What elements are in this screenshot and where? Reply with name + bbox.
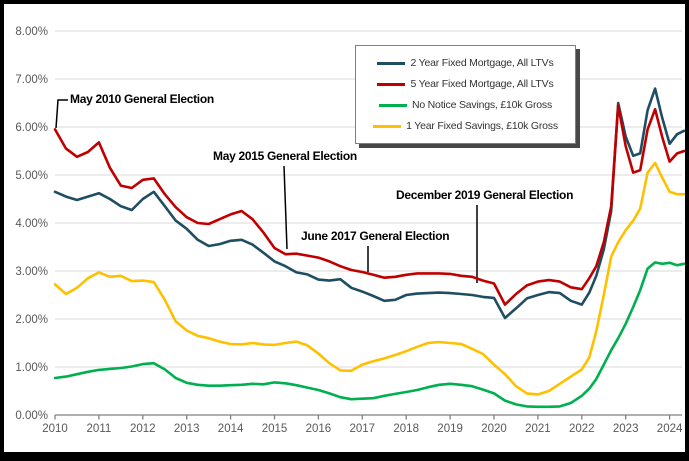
- x-axis-label: 2017: [350, 423, 376, 435]
- legend-label-1yr-savings: 1 Year Fixed Savings, £10k Gross: [406, 120, 558, 132]
- series-line-no-notice-savings: [53, 261, 685, 409]
- x-axis-label: 2012: [130, 423, 156, 435]
- x-axis-label: 2020: [481, 423, 507, 435]
- series-line-1yr-fixed-savings: [53, 161, 685, 396]
- x-axis-label: 2022: [569, 423, 595, 435]
- legend-item-1yr-fixed-savings: 1 Year Fixed Savings, £10k Gross: [364, 120, 567, 133]
- x-axis-label: 2024: [657, 423, 683, 435]
- series-line-5yr-fixed-mortgage: [53, 104, 685, 306]
- annotation-connector: [55, 99, 68, 129]
- legend-label-5yr: 5 Year Fixed Mortgage, All LTVs: [410, 78, 554, 90]
- x-axis-label: 2018: [393, 423, 419, 435]
- x-axis-label: 2014: [218, 423, 244, 435]
- y-axis-label: 4.00%: [15, 218, 48, 230]
- x-axis-label: 2021: [525, 423, 551, 435]
- annotation-label-december-2019-general-election: December 2019 General Election: [396, 188, 574, 202]
- legend-item-2yr-fixed-mortgage: 2 Year Fixed Mortgage, All LTVs: [364, 57, 567, 70]
- annotation-label-may-2015-general-election: May 2015 General Election: [213, 149, 357, 163]
- annotation-label-june-2017-general-election: June 2017 General Election: [301, 229, 450, 243]
- y-axis-label: 7.00%: [15, 74, 48, 86]
- y-axis-label: 0.00%: [15, 410, 48, 422]
- legend-line-swatch-5yr: [377, 83, 406, 86]
- x-axis-label: 2011: [87, 423, 112, 435]
- x-axis-label: 2019: [437, 423, 463, 435]
- annotation-label-may-2010-general-election: May 2010 General Election: [70, 92, 214, 106]
- legend-line-swatch-no-notice: [378, 104, 407, 107]
- y-axis-label: 6.00%: [15, 122, 48, 134]
- legend-item-no-notice-savings: No Notice Savings, £10k Gross: [364, 99, 567, 112]
- y-axis-label: 2.00%: [15, 314, 48, 326]
- annotation-connector: [283, 165, 288, 250]
- chart-svg: 0.00% 1.00% 2.00% 3.00% 4.00% 5.00% 6.00% 7.00%…: [15, 26, 685, 435]
- legend-line-swatch-1yr-savings: [373, 125, 402, 128]
- y-axis-label: 1.00%: [15, 362, 48, 374]
- x-axis-label: 2015: [262, 423, 288, 435]
- x-axis-label: 2023: [613, 423, 639, 435]
- x-axis-label: 2013: [174, 423, 200, 435]
- legend-label-no-notice: No Notice Savings, £10k Gross: [411, 99, 553, 111]
- legend: 2 Year Fixed Mortgage, All LTVs 5 Year F…: [355, 45, 576, 144]
- y-axis-label: 8.00%: [15, 26, 48, 38]
- y-axis-label: 5.00%: [15, 170, 48, 182]
- legend-label-2yr: 2 Year Fixed Mortgage, All LTVs: [410, 57, 554, 69]
- legend-item-5yr-fixed-mortgage: 5 Year Fixed Mortgage, All LTVs: [364, 78, 567, 91]
- x-axis-label: 2016: [306, 423, 332, 435]
- y-axis-label: 3.00%: [15, 266, 48, 278]
- legend-line-swatch-2yr: [377, 62, 406, 65]
- x-axis-label: 2010: [42, 423, 68, 435]
